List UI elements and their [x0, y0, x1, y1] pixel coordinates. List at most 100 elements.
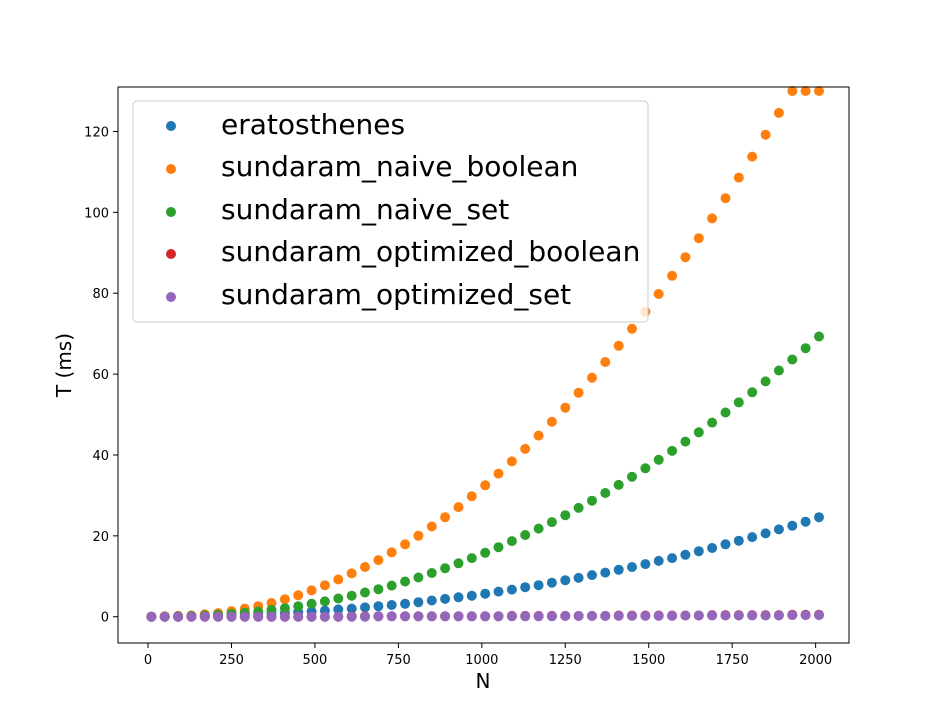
data-point — [279, 603, 290, 614]
data-point — [680, 252, 691, 263]
data-point — [707, 610, 718, 621]
plot-frame — [117, 86, 850, 644]
y-tick-label: 80 — [92, 287, 109, 302]
data-point — [386, 600, 397, 610]
data-point — [653, 289, 664, 299]
y-tick-label: 20 — [92, 530, 109, 545]
x-axis: 0 250 500 750 1000 1250 1500 1750 2000 — [144, 643, 832, 668]
data-point — [546, 577, 557, 588]
data-point — [346, 590, 357, 601]
plot-points — [146, 86, 824, 622]
data-point — [480, 547, 491, 558]
data-point — [373, 555, 384, 566]
data-point — [493, 586, 504, 597]
data-point — [426, 521, 437, 532]
data-point — [627, 562, 637, 572]
data-point — [814, 86, 824, 96]
data-point — [800, 86, 811, 96]
data-point — [186, 611, 197, 622]
data-point — [573, 610, 584, 621]
data-point — [453, 611, 464, 622]
data-point — [173, 611, 184, 622]
y-tick-label: 60 — [92, 368, 109, 383]
data-point — [747, 532, 758, 543]
data-point — [293, 611, 304, 622]
data-point — [707, 417, 718, 428]
data-point — [733, 535, 744, 546]
series-sundaram-optimized-set — [146, 610, 824, 622]
data-point — [787, 520, 798, 531]
data-point — [747, 610, 758, 621]
data-point — [693, 546, 704, 557]
data-point — [787, 86, 798, 96]
data-point — [520, 530, 531, 540]
data-point — [640, 463, 651, 474]
data-point — [480, 588, 491, 599]
x-tick-label: 250 — [219, 653, 244, 668]
data-point — [146, 611, 157, 622]
data-point — [733, 397, 744, 408]
legend: eratosthenes sundaram_naive_boolean sund… — [132, 100, 649, 323]
legend-label-sundaram-optimized-set: sundaram_optimized_set — [221, 278, 571, 311]
legend-marker-sundaram-naive-boolean — [166, 164, 176, 174]
data-point — [279, 594, 290, 605]
data-point — [720, 407, 731, 418]
y-tick-label: 100 — [84, 206, 109, 221]
legend-marker-eratosthenes — [166, 121, 176, 131]
data-point — [693, 610, 704, 621]
data-point — [613, 479, 624, 490]
data-point — [814, 512, 824, 523]
data-point — [653, 454, 664, 465]
data-point — [720, 539, 731, 550]
data-point — [800, 516, 811, 527]
data-point — [400, 539, 411, 550]
series-sundaram-naive-set — [146, 331, 824, 622]
data-point — [333, 593, 344, 604]
data-point — [253, 611, 264, 622]
data-point — [266, 604, 277, 615]
data-point — [814, 610, 824, 621]
data-point — [506, 456, 517, 467]
data-point — [546, 517, 557, 528]
data-point — [573, 502, 584, 513]
data-point — [373, 611, 384, 622]
data-point — [226, 611, 237, 622]
data-point — [506, 536, 517, 547]
data-point — [680, 436, 691, 447]
data-point — [266, 611, 277, 622]
data-point — [600, 610, 611, 621]
data-point — [760, 528, 771, 539]
y-axis: 0 20 40 60 80 100 120 — [84, 125, 118, 626]
data-point — [279, 611, 290, 622]
data-point — [533, 523, 544, 534]
data-point — [319, 580, 330, 591]
data-point — [560, 610, 571, 621]
data-point — [413, 611, 424, 622]
data-point — [386, 580, 397, 591]
data-point — [373, 601, 384, 612]
data-point — [426, 611, 437, 622]
data-point — [667, 270, 678, 281]
legend-label-sundaram-naive-boolean: sundaram_naive_boolean — [221, 150, 578, 183]
data-point — [159, 611, 170, 622]
data-point — [239, 611, 250, 622]
data-point — [587, 495, 597, 506]
data-point — [506, 584, 517, 595]
data-point — [426, 568, 437, 578]
y-tick-label: 120 — [84, 125, 109, 140]
x-axis-label: N — [476, 669, 491, 693]
x-tick-label: 2000 — [799, 653, 832, 668]
data-point — [720, 610, 731, 621]
legend-label-sundaram-optimized-boolean: sundaram_optimized_boolean — [221, 235, 640, 268]
data-point — [573, 387, 584, 398]
y-tick-label: 0 — [101, 611, 109, 626]
legend-label-eratosthenes: eratosthenes — [221, 108, 405, 141]
data-point — [520, 582, 531, 593]
data-point — [587, 610, 597, 621]
data-point — [440, 593, 451, 604]
data-point — [733, 172, 744, 183]
data-point — [453, 558, 464, 569]
data-point — [319, 611, 330, 622]
data-point — [760, 610, 771, 621]
data-point — [627, 471, 637, 482]
